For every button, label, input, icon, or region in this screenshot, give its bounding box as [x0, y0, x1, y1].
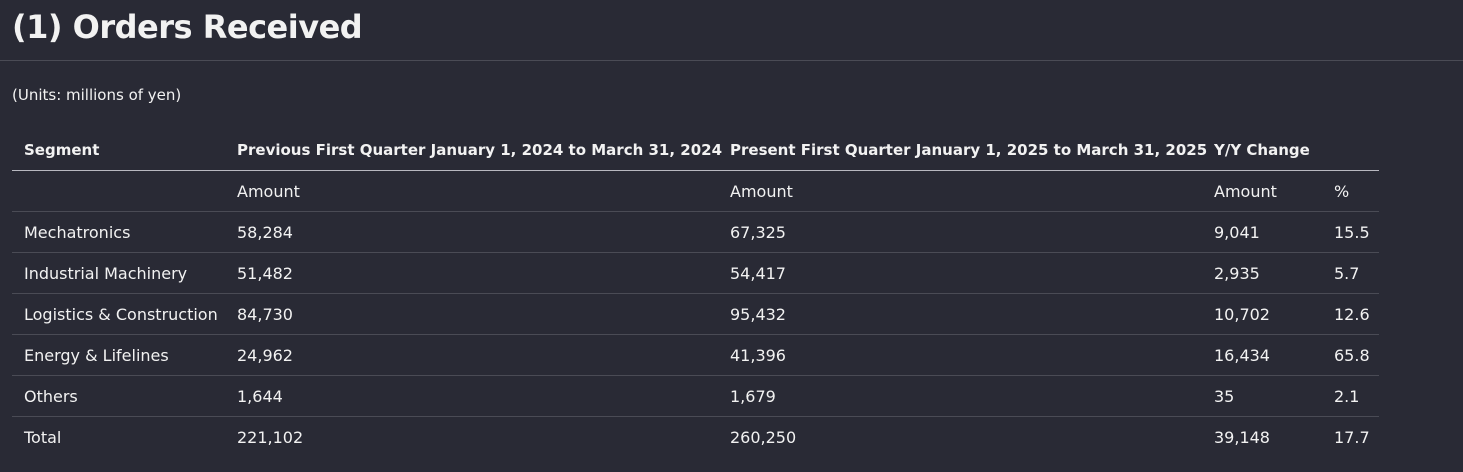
value-cell: 65.8	[1322, 334, 1380, 376]
subheader-cell: Amount	[718, 170, 1202, 212]
value-cell: 17.7	[1334, 427, 1370, 447]
value-cell: 1,644	[225, 375, 718, 417]
value-cell: 67,325	[718, 211, 1202, 253]
value-cell: 2,935	[1202, 252, 1322, 294]
orders-table: Segment Previous First Quarter January 1…	[12, 130, 1380, 458]
header-cell: Present First Quarter January 1, 2025 to…	[718, 130, 1207, 171]
value-cell: 15.5	[1322, 211, 1380, 253]
value-cell: 95,432	[718, 293, 1202, 335]
data-row: Industrial Machinery 51,482 54,417 2,935 5.7	[12, 252, 1380, 294]
subheader-cell: Amount	[225, 170, 718, 212]
value-cell: 5.7	[1322, 252, 1380, 294]
value-cell: 39,148	[1214, 427, 1270, 447]
value-cell: 51,482	[225, 252, 718, 294]
segment-cell: Energy & Lifelines	[12, 334, 225, 376]
data-row: Others 1,644 1,679 35 2.1	[12, 375, 1380, 417]
value-cell: 9,041	[1202, 211, 1322, 253]
value-cell: 41,396	[718, 334, 1202, 376]
header-row: Segment Previous First Quarter January 1…	[12, 130, 1380, 171]
value-cell: 1,679	[718, 375, 1202, 417]
value-cell: 35	[1202, 375, 1322, 417]
subheader-cell: Amount	[1202, 170, 1322, 212]
empty-cell	[12, 170, 225, 212]
data-row: Energy & Lifelines 24,962 41,396 16,434 65.8	[12, 334, 1380, 376]
value-cell: 58,284	[225, 211, 718, 253]
table-body: Amount Amount Amount % Mechatronics 58,28…	[12, 170, 1380, 458]
segment-cell: Logistics & Construction	[12, 293, 225, 335]
table-head: Segment Previous First Quarter January 1…	[12, 130, 1380, 171]
data-row: Total 221,102 260,250 39,148 17.7	[12, 417, 1379, 458]
value-cell: 84,730	[225, 293, 718, 335]
header-cell: Previous First Quarter January 1, 2024 t…	[225, 130, 722, 171]
value-cell: 16,434	[1202, 334, 1322, 376]
value-cell: 260,250	[730, 427, 797, 447]
value-cell: 2.1	[1322, 375, 1380, 417]
value-cell: 10,702	[1202, 293, 1322, 335]
subheader-row: Amount Amount Amount %	[12, 170, 1380, 212]
value-cell: 12.6	[1322, 293, 1380, 335]
subheader-cell: %	[1322, 170, 1380, 212]
value-cell: 54,417	[718, 252, 1202, 294]
data-row: Logistics & Construction 84,730 95,432 10,7…	[12, 293, 1380, 335]
header-cell: Y/Y Change	[1202, 130, 1380, 171]
page-title: (1) Orders Received	[12, 8, 363, 46]
value-cell: 24,962	[225, 334, 718, 376]
divider	[0, 60, 1463, 61]
segment-cell: Total	[24, 427, 62, 447]
header-cell: Segment	[12, 130, 225, 171]
data-row: Mechatronics 58,284 67,325 9,041 15.5	[12, 211, 1380, 253]
value-cell: 221,102	[237, 427, 304, 447]
units-note: (Units: millions of yen)	[12, 86, 182, 104]
segment-cell: Mechatronics	[12, 211, 225, 253]
segment-cell: Industrial Machinery	[12, 252, 225, 294]
segment-cell: Others	[12, 375, 225, 417]
